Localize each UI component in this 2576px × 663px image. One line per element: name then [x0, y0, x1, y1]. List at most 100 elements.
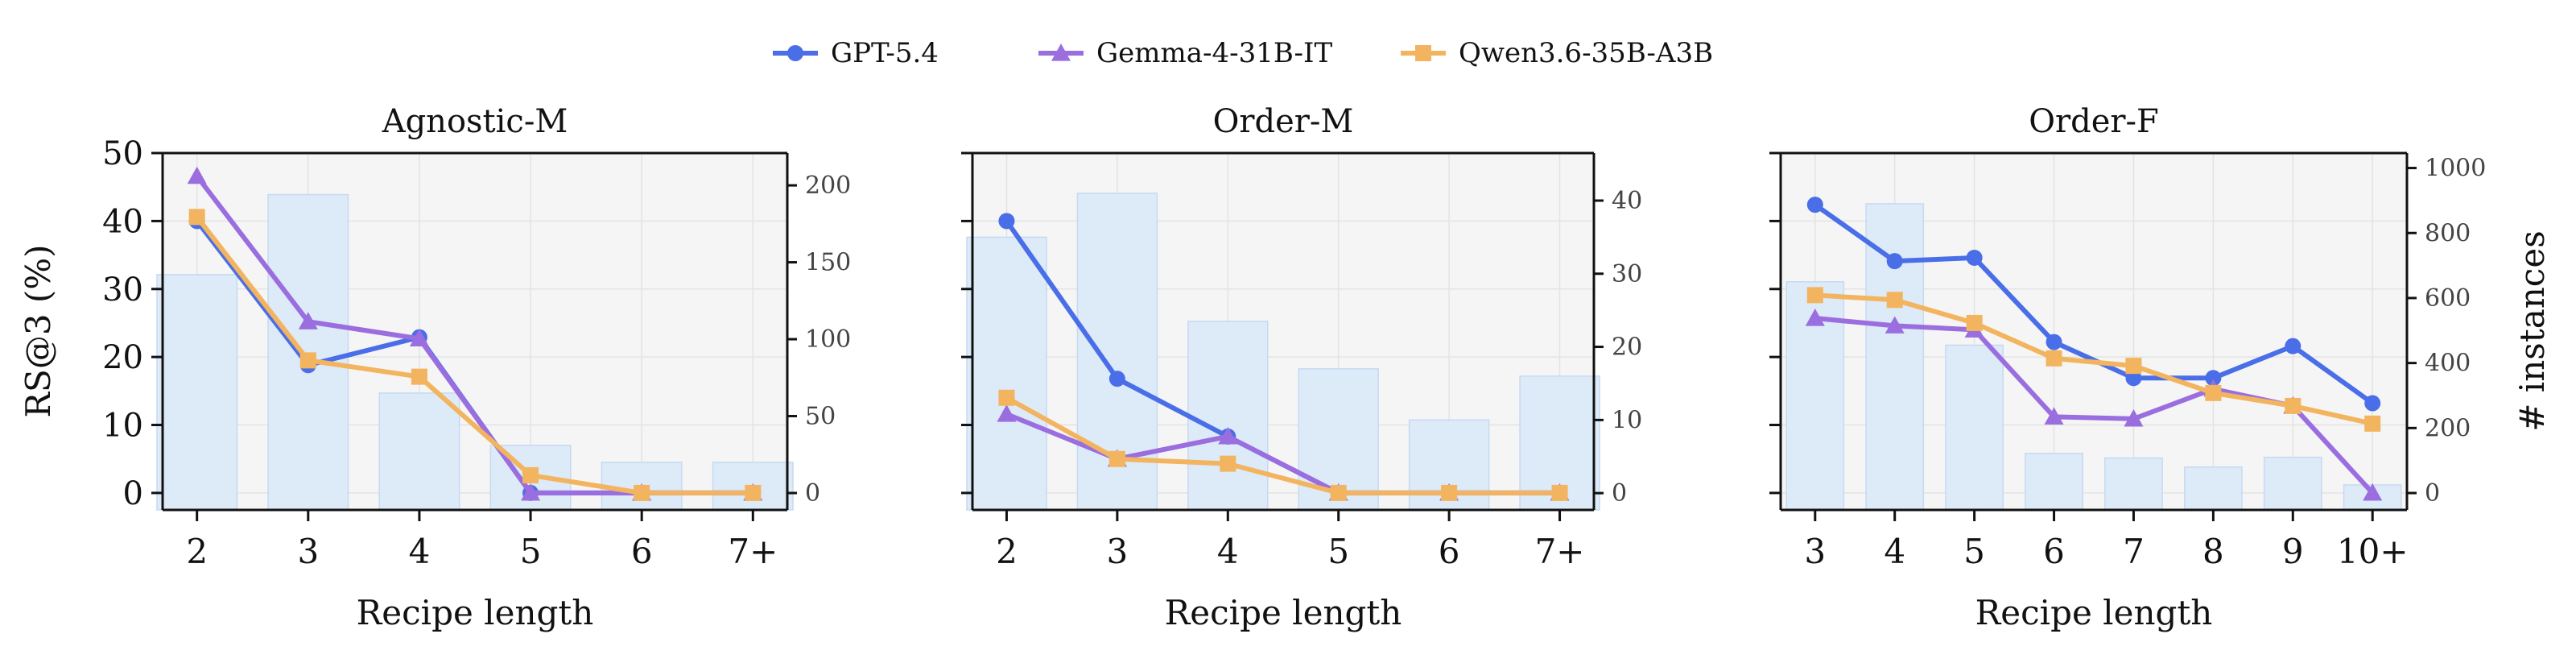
data-point-qwen3-6-35b-a3b-5	[1330, 484, 1347, 501]
series-qwen3-6-35b-a3b	[998, 389, 1568, 501]
x-tick-label-3: 3	[1107, 532, 1129, 571]
legend-marker-gemma-4-31b-it	[1051, 44, 1071, 61]
right-tick-label: 20	[1612, 334, 1642, 362]
x-tick-label-5: 5	[1327, 532, 1349, 571]
data-point-qwen3-6-35b-a3b-4	[1220, 455, 1236, 472]
data-point-qwen3-6-35b-a3b-2	[998, 389, 1015, 406]
data-point-qwen3-6-35b-a3b-6	[2046, 350, 2062, 367]
data-point-gpt-5-4-5	[1966, 249, 1983, 266]
right-tick-label: 200	[805, 172, 851, 200]
data-point-qwen3-6-35b-a3b-8	[2205, 384, 2222, 401]
data-point-qwen3-6-35b-a3b-3	[1806, 287, 1823, 304]
data-point-gpt-5-4-9	[2285, 338, 2301, 354]
data-point-qwen3-6-35b-a3b-3	[1108, 450, 1125, 467]
data-point-qwen3-6-35b-a3b-10	[2364, 415, 2381, 432]
right-tick-label: 10	[1612, 406, 1642, 434]
legend-entry-qwen3-6-35b-a3b: Qwen3.6-35B-A3B	[1401, 37, 1713, 69]
right-tick-label: 150	[805, 249, 851, 277]
x-tick-label-7: 7	[2123, 532, 2145, 571]
instance-bar-7	[2104, 457, 2163, 511]
legend-marker-qwen3-6-35b-a3b	[1415, 45, 1431, 61]
instance-bar-2	[156, 274, 238, 511]
panel-agnostic-m: 0 10 20 30 40 50 0 50 100 150 200 2 3 4 5 6 7+ Agnostic-M…	[102, 103, 851, 632]
right-tick-label: 0	[2425, 479, 2440, 508]
right-tick-label: 800	[2425, 219, 2471, 247]
left-tick-label: 50	[102, 135, 143, 172]
x-tick-label-3: 3	[1804, 532, 1826, 571]
right-tick-label: 400	[2425, 350, 2471, 378]
data-point-gpt-5-4-7	[2125, 370, 2142, 387]
x-tick-label-8: 8	[2202, 532, 2224, 571]
instance-bar-4	[1187, 321, 1269, 511]
instance-bar-3	[267, 193, 349, 511]
x-tick-label-4: 4	[1884, 532, 1905, 571]
data-point-qwen3-6-35b-a3b-6	[1441, 484, 1458, 501]
left-y-axis-label: RS@3 (%)	[19, 244, 58, 417]
x-tick-label-2: 2	[186, 532, 208, 571]
x-tick-label-7: 7+	[728, 532, 778, 571]
data-point-gemma-4-31b-it-4	[409, 329, 429, 346]
x-tick-label-6: 6	[1439, 532, 1460, 571]
right-tick-label: 600	[2425, 284, 2471, 313]
series-line-qwen3-6-35b-a3b	[1005, 396, 1560, 495]
right-y-axis-label: # instances	[2512, 230, 2552, 431]
left-tick-label: 10	[102, 408, 143, 445]
data-point-gemma-4-31b-it-3	[298, 312, 318, 329]
legend-label-qwen3-6-35b-a3b: Qwen3.6-35B-A3B	[1459, 37, 1713, 69]
right-tick-label: 1000	[2425, 155, 2486, 183]
x-tick-label-6: 6	[631, 532, 653, 571]
plot-area	[972, 153, 1594, 510]
series-line-qwen3-6-35b-a3b	[1814, 292, 2373, 426]
data-point-gpt-5-4-3	[1806, 197, 1823, 213]
instance-bar-5	[1945, 344, 2004, 511]
left-tick-label: 0	[123, 475, 143, 512]
axes: 0 10 20 30 40 2 3 4 5 6 7+	[961, 151, 1642, 571]
x-tick-label-3: 3	[297, 532, 319, 571]
data-point-gemma-4-31b-it-5	[521, 483, 541, 501]
data-point-qwen3-6-35b-a3b-4	[1886, 292, 1903, 309]
axes: 0 10 20 30 40 50 0 50 100 150 200 2 3 4 5 6 7+	[102, 135, 851, 571]
data-point-gemma-4-31b-it-4	[1218, 426, 1238, 445]
instance-bar-9	[2263, 456, 2322, 511]
data-point-gemma-4-31b-it-2	[997, 404, 1017, 422]
series-qwen3-6-35b-a3b	[1806, 287, 2381, 432]
series-qwen3-6-35b-a3b	[188, 209, 762, 501]
instance-bar-8	[2184, 466, 2243, 511]
right-tick-label: 0	[1612, 479, 1627, 508]
x-tick-label-9: 9	[2282, 532, 2304, 571]
instance-bar-2	[966, 236, 1047, 511]
legend-label-gemma-4-31b-it: Gemma-4-31B-IT	[1096, 37, 1332, 69]
instance-bar-6	[2025, 453, 2083, 511]
left-tick-label: 40	[102, 203, 143, 240]
legend: GPT-5.4 Gemma-4-31B-IT Qwen3.6-35B-A3B	[773, 37, 1713, 69]
right-tick-label: 50	[805, 403, 836, 431]
data-point-gpt-5-4-8	[2205, 370, 2222, 387]
data-point-gpt-5-4-2	[998, 213, 1015, 230]
x-tick-label-7: 7+	[1535, 532, 1585, 571]
panel-order-f: 0 200 400 600 800 1000 3 4 5 6 7 8 9 10+ Order-F Recipe…	[1769, 103, 2486, 632]
panel-title: Agnostic-M	[382, 103, 568, 140]
right-tick-label: 200	[2425, 414, 2471, 442]
panel-title: Order-F	[2029, 103, 2159, 140]
data-point-gemma-4-31b-it-7	[2124, 408, 2144, 427]
left-tick-label: 30	[102, 271, 143, 309]
data-point-gemma-4-31b-it-10	[2363, 483, 2383, 501]
right-tick-label: 30	[1612, 260, 1642, 288]
x-axis-label: Recipe length	[1165, 593, 1402, 632]
plot-area	[163, 153, 787, 510]
legend-entry-gpt-5-4: GPT-5.4	[773, 37, 939, 69]
legend-marker-gpt-5-4	[787, 45, 803, 61]
data-point-gemma-4-31b-it-2	[187, 166, 207, 184]
data-point-gemma-4-31b-it-6	[2044, 407, 2064, 425]
panel-title: Order-M	[1213, 103, 1354, 140]
data-point-qwen3-6-35b-a3b-6	[634, 484, 650, 501]
right-tick-label: 40	[1612, 187, 1642, 215]
data-point-gpt-5-4-4	[1886, 253, 1903, 270]
data-point-gpt-5-4-6	[2046, 334, 2062, 350]
data-point-qwen3-6-35b-a3b-4	[411, 368, 427, 385]
data-point-qwen3-6-35b-a3b-9	[2285, 397, 2301, 414]
x-tick-label-10: 10+	[2337, 532, 2409, 571]
x-tick-label-4: 4	[1217, 532, 1239, 571]
